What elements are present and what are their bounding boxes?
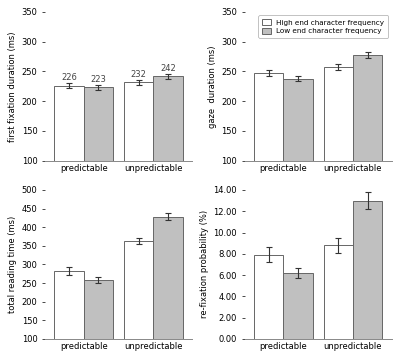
Y-axis label: total reading time (ms): total reading time (ms) (8, 216, 17, 313)
Bar (54, 271, 84, 359)
Y-axis label: gaze  duration (ms): gaze duration (ms) (208, 45, 217, 127)
Bar (353, 201, 382, 339)
Bar (153, 217, 183, 359)
Text: 242: 242 (160, 64, 176, 73)
Bar (324, 245, 353, 339)
Text: 226: 226 (61, 73, 77, 82)
Bar (84, 88, 113, 220)
Bar (124, 241, 153, 359)
Y-axis label: re-fixation probability (%): re-fixation probability (%) (200, 210, 209, 318)
Bar (254, 73, 283, 220)
Bar (54, 86, 84, 220)
Text: 223: 223 (90, 75, 106, 84)
Bar (324, 67, 353, 220)
Bar (254, 255, 283, 339)
Legend: High end character frequency, Low end character frequency: High end character frequency, Low end ch… (258, 15, 388, 38)
Bar (283, 79, 313, 220)
Text: 232: 232 (131, 70, 146, 79)
Bar (84, 280, 113, 359)
Bar (283, 273, 313, 339)
Bar (153, 76, 183, 220)
Bar (124, 82, 153, 220)
Bar (353, 55, 382, 220)
Y-axis label: first fixation duration (ms): first fixation duration (ms) (8, 31, 17, 141)
